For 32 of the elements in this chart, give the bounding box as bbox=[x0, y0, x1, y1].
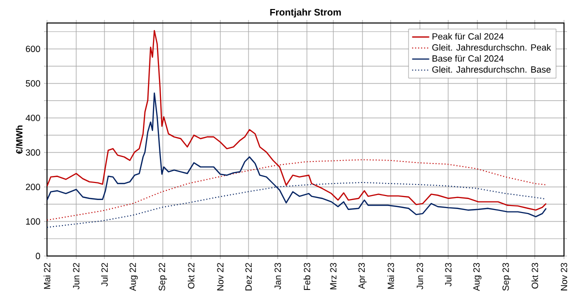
y-tick-label: 600 bbox=[26, 46, 40, 52]
y-tick-label: 200 bbox=[26, 184, 40, 190]
x-tick-label: Jul 22 bbox=[101, 263, 108, 286]
x-tick-label: Sep 23 bbox=[502, 262, 511, 291]
x-tick-label: Feb 23 bbox=[304, 262, 310, 290]
y-tick-label: 300 bbox=[26, 149, 40, 156]
x-tick-label: Dez 22 bbox=[245, 263, 252, 290]
x-tick-label: Nov 22 bbox=[217, 263, 224, 290]
x-tick-label: Mai 22 bbox=[44, 263, 50, 289]
x-tick-label: Nov 23 bbox=[560, 262, 568, 290]
x-tick-label: Jun 22 bbox=[73, 263, 80, 290]
x-tick-label: Okt 23 bbox=[532, 262, 538, 289]
chart-title: Frontjahr Strom bbox=[270, 8, 341, 18]
x-tick-label: Jun 23 bbox=[416, 262, 424, 290]
x-tick-label: Mai 23 bbox=[387, 262, 394, 289]
x-tick-label: Mrz 23 bbox=[330, 262, 336, 290]
x-tick-label: Jan 23 bbox=[274, 262, 281, 290]
y-axis-title: €/MWh bbox=[16, 126, 23, 154]
y-tick-label: 500 bbox=[26, 80, 40, 87]
x-tick-label: Jul 23 bbox=[444, 262, 452, 286]
x-tick-label: Aug 22 bbox=[130, 263, 138, 292]
legend-label: Gleit. Jahresdurchschn. Peak bbox=[432, 44, 552, 51]
x-tick-label: Sep 22 bbox=[158, 263, 167, 291]
legend-label: Base für Cal 2024 bbox=[432, 55, 504, 62]
x-tick-label: Okt 22 bbox=[188, 263, 194, 289]
legend-label: Gleit. Jahresdurchschn. Base bbox=[432, 66, 551, 73]
legend-label: Peak für Cal 2024 bbox=[432, 33, 504, 40]
x-tick-label: Apr 23 bbox=[358, 262, 367, 290]
y-tick-label: 100 bbox=[26, 218, 40, 225]
y-tick-label: 400 bbox=[26, 114, 40, 122]
y-tick-label: 0 bbox=[36, 252, 40, 260]
x-tick-label: Aug 23 bbox=[473, 262, 482, 292]
